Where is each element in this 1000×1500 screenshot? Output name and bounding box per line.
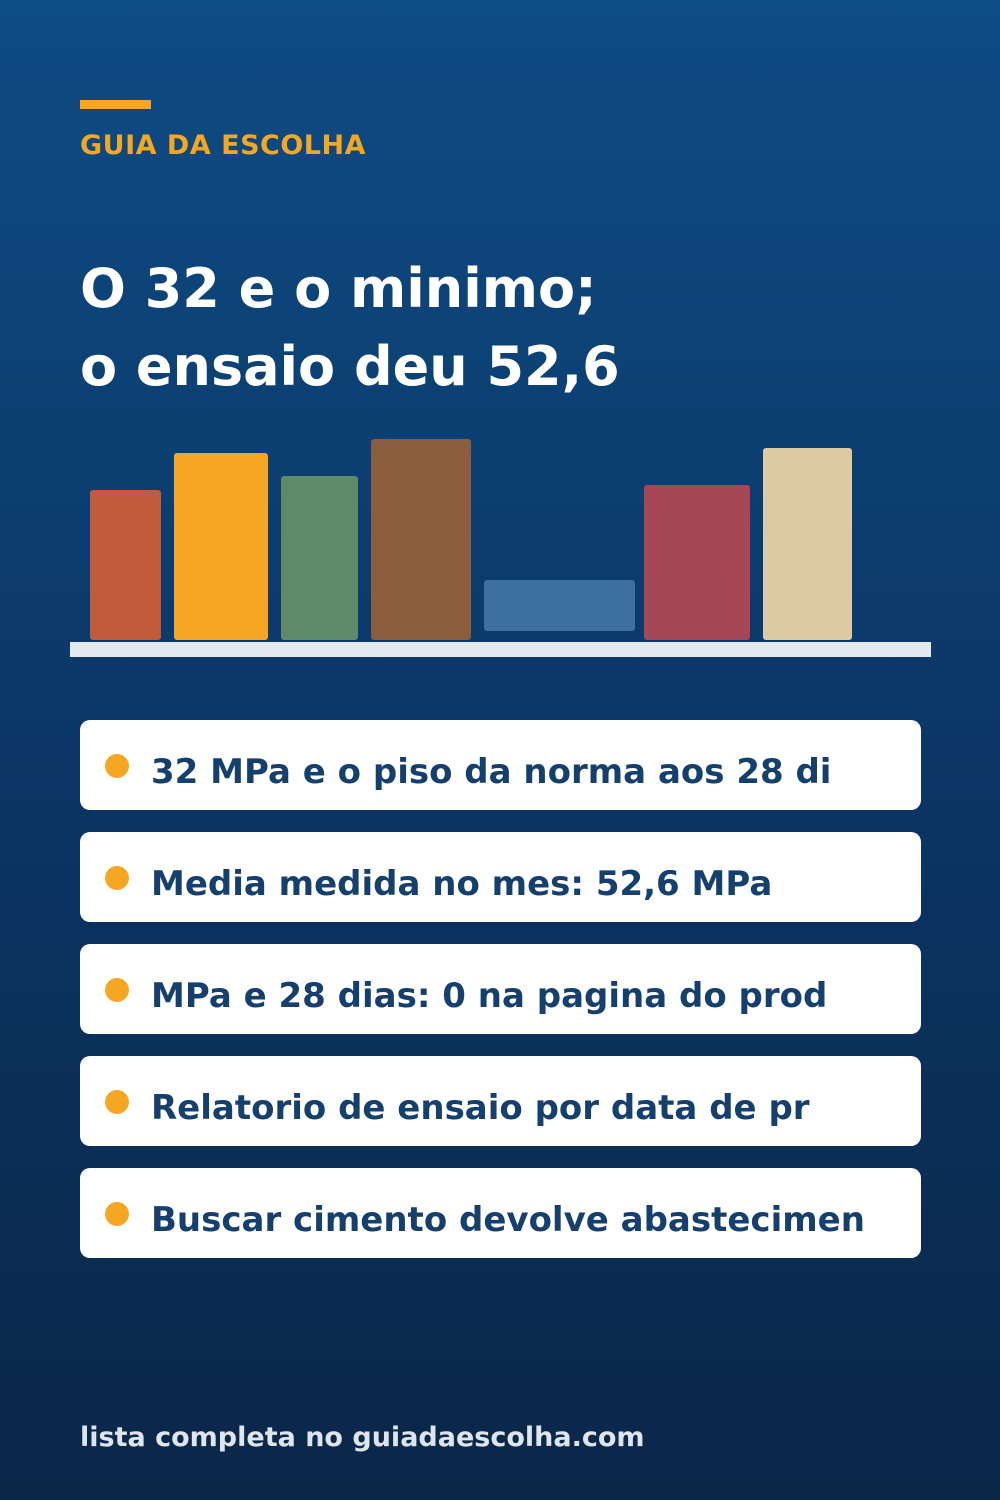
list-item-text: Media medida no mes: 52,6 MPa — [151, 864, 773, 904]
bullet-dot-icon — [105, 754, 129, 778]
book-2 — [174, 453, 268, 640]
list-item-text: Relatorio de ensaio por data de pr — [151, 1088, 810, 1128]
book-4 — [371, 439, 471, 640]
list-item-text: MPa e 28 dias: 0 na pagina do prod — [151, 976, 828, 1016]
book-1 — [90, 490, 161, 640]
list-item: Buscar cimento devolve abastecimen — [80, 1168, 921, 1258]
bullet-dot-icon — [105, 978, 129, 1002]
item-list: 32 MPa e o piso da norma aos 28 di Media… — [80, 720, 921, 1280]
list-item-text: Buscar cimento devolve abastecimen — [151, 1200, 865, 1240]
list-item: Relatorio de ensaio por data de pr — [80, 1056, 921, 1146]
headline-line-2: o ensaio deu 52,6 — [80, 335, 620, 398]
headline-line-1: O 32 e o minimo; — [80, 257, 597, 320]
footer-link-text: lista completa no guiadaescolha.com — [80, 1422, 645, 1453]
list-item: MPa e 28 dias: 0 na pagina do prod — [80, 944, 921, 1034]
brand-label: GUIA DA ESCOLHA — [80, 130, 366, 161]
book-7 — [763, 448, 852, 640]
book-illustration — [0, 0, 1000, 700]
list-item: 32 MPa e o piso da norma aos 28 di — [80, 720, 921, 810]
book-3 — [281, 476, 358, 640]
bullet-dot-icon — [105, 866, 129, 890]
bullet-dot-icon — [105, 1090, 129, 1114]
bullet-dot-icon — [105, 1202, 129, 1226]
book-6 — [644, 485, 750, 640]
accent-bar — [80, 100, 151, 109]
headline: O 32 e o minimo; o ensaio deu 52,6 — [80, 250, 620, 406]
list-item-text: 32 MPa e o piso da norma aos 28 di — [151, 752, 832, 792]
shelf — [70, 642, 931, 657]
list-item: Media medida no mes: 52,6 MPa — [80, 832, 921, 922]
book-5-lying — [484, 580, 635, 631]
